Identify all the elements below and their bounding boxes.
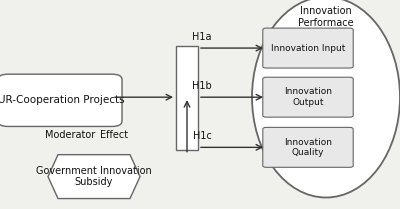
Text: Innovation
Quality: Innovation Quality bbox=[284, 138, 332, 157]
Text: Innovation
Performace: Innovation Performace bbox=[298, 6, 354, 28]
Ellipse shape bbox=[252, 0, 400, 198]
Text: Government Innovation
Subsidy: Government Innovation Subsidy bbox=[36, 166, 152, 187]
FancyBboxPatch shape bbox=[263, 28, 353, 68]
FancyBboxPatch shape bbox=[176, 46, 198, 150]
FancyBboxPatch shape bbox=[0, 74, 122, 126]
FancyBboxPatch shape bbox=[263, 127, 353, 167]
Text: Effect: Effect bbox=[100, 130, 128, 140]
Polygon shape bbox=[48, 155, 140, 199]
Text: H1c: H1c bbox=[192, 131, 212, 141]
FancyBboxPatch shape bbox=[263, 77, 353, 117]
Text: Innovation Input: Innovation Input bbox=[271, 43, 345, 53]
Text: H1a: H1a bbox=[192, 32, 212, 42]
Text: H1b: H1b bbox=[192, 81, 212, 91]
Text: Moderator: Moderator bbox=[45, 130, 95, 140]
Text: IUR-Cooperation Projects: IUR-Cooperation Projects bbox=[0, 95, 125, 105]
Text: Innovation
Output: Innovation Output bbox=[284, 88, 332, 107]
